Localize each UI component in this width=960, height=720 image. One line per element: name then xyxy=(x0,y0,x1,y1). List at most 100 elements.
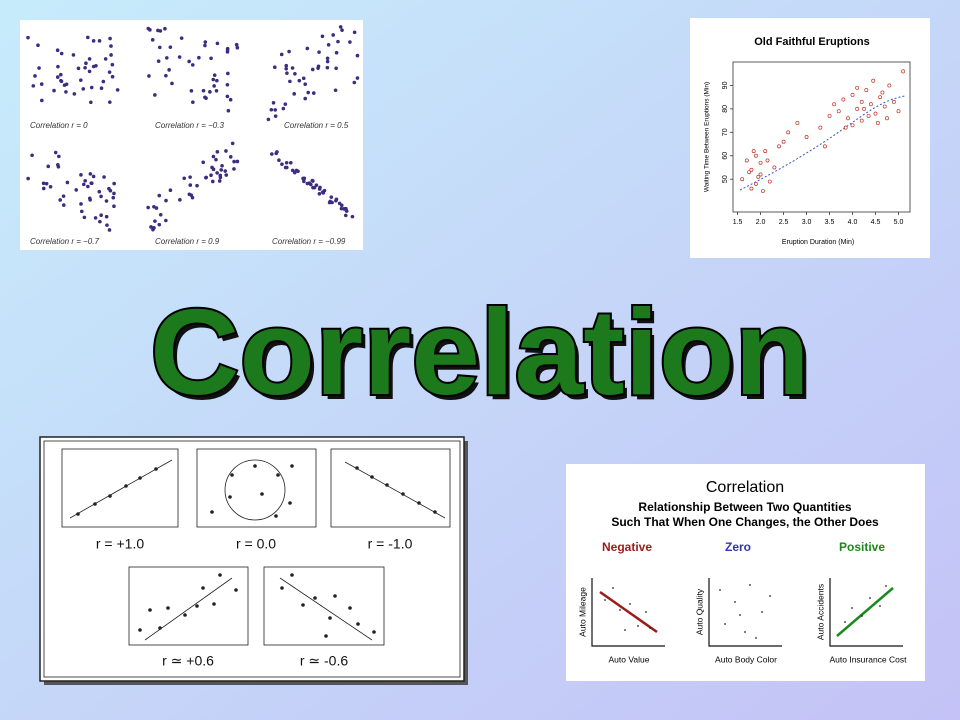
dot xyxy=(99,194,103,199)
dot xyxy=(333,594,337,598)
dot xyxy=(146,205,150,210)
dot xyxy=(234,42,239,47)
dot xyxy=(328,616,332,620)
point xyxy=(845,116,850,121)
r-examples: r = +1.0 r = 0.0 r = -1.0 r ≃ +0.6 r ≃ -… xyxy=(39,436,468,685)
heading: Positive xyxy=(839,540,885,554)
dot xyxy=(885,585,887,587)
point xyxy=(772,165,777,170)
dot xyxy=(285,71,289,75)
dot xyxy=(99,86,104,91)
dot xyxy=(645,611,647,613)
dot xyxy=(59,72,63,77)
point xyxy=(896,109,901,114)
dot xyxy=(739,614,741,616)
dot xyxy=(99,213,103,217)
heading: Negative xyxy=(602,540,652,554)
dot xyxy=(215,150,220,154)
dot xyxy=(98,219,102,224)
dot xyxy=(649,627,651,629)
dot xyxy=(157,45,162,50)
dot xyxy=(287,49,291,54)
dot xyxy=(33,74,37,78)
dot xyxy=(209,173,213,177)
dot xyxy=(401,492,405,496)
dot xyxy=(197,55,201,60)
dot xyxy=(329,195,334,199)
dot xyxy=(195,604,199,608)
point xyxy=(760,188,765,193)
caption: r ≃ -0.6 xyxy=(300,653,349,669)
dot xyxy=(326,43,331,47)
dot xyxy=(163,26,167,31)
dot xyxy=(317,192,322,196)
dot xyxy=(201,88,206,93)
dot xyxy=(89,100,93,105)
dot xyxy=(88,198,92,202)
subplot xyxy=(196,448,317,528)
dot xyxy=(72,92,77,96)
dot xyxy=(177,55,182,59)
point xyxy=(850,92,855,97)
dot xyxy=(208,90,212,94)
dot xyxy=(302,179,306,184)
definition-title: Correlation xyxy=(706,479,784,496)
dot xyxy=(317,50,321,54)
dot xyxy=(48,184,53,189)
dot xyxy=(138,628,142,632)
dot xyxy=(324,634,328,638)
point xyxy=(880,90,885,95)
dot xyxy=(225,46,230,51)
dot xyxy=(612,587,614,589)
dot xyxy=(334,198,338,203)
dot xyxy=(279,52,284,57)
dot xyxy=(88,172,93,176)
dot xyxy=(168,188,173,193)
dot xyxy=(275,150,279,154)
dot xyxy=(370,475,374,479)
dot xyxy=(288,79,292,84)
point xyxy=(777,144,781,149)
slide-title: Correlation xyxy=(150,284,810,420)
dot xyxy=(260,492,264,496)
dot xyxy=(195,183,199,188)
dot xyxy=(41,181,46,186)
y-axis-label: Auto Quality xyxy=(694,588,704,635)
dot xyxy=(301,603,305,607)
point xyxy=(891,99,896,104)
dot xyxy=(179,36,184,40)
dot xyxy=(869,597,871,599)
dot xyxy=(31,84,36,88)
dot xyxy=(223,169,228,173)
dot xyxy=(749,584,751,586)
dot xyxy=(336,39,340,44)
dot xyxy=(604,599,606,601)
x-tick-label: 1.5 xyxy=(733,219,743,226)
dot xyxy=(102,175,106,179)
dot xyxy=(215,78,219,83)
point xyxy=(822,144,827,149)
x-tick-label: 3.0 xyxy=(802,219,812,226)
dot xyxy=(153,219,157,223)
dot xyxy=(253,464,257,468)
point xyxy=(873,111,878,116)
dot xyxy=(280,586,284,590)
dot xyxy=(104,199,109,203)
dot xyxy=(302,176,307,181)
x-tick-label: 3.5 xyxy=(825,219,835,226)
dot xyxy=(152,225,156,230)
dot xyxy=(30,153,34,158)
dot xyxy=(94,64,98,68)
dot xyxy=(154,467,158,471)
dot xyxy=(61,194,66,198)
subplot xyxy=(263,566,385,646)
dot xyxy=(91,39,96,43)
dot xyxy=(26,176,30,181)
dot xyxy=(210,510,214,514)
heading: Zero xyxy=(725,540,751,554)
title-shadow: Correlation xyxy=(154,289,814,425)
dot xyxy=(182,176,187,181)
point xyxy=(744,158,749,163)
dot xyxy=(288,501,292,505)
dot xyxy=(212,602,216,606)
